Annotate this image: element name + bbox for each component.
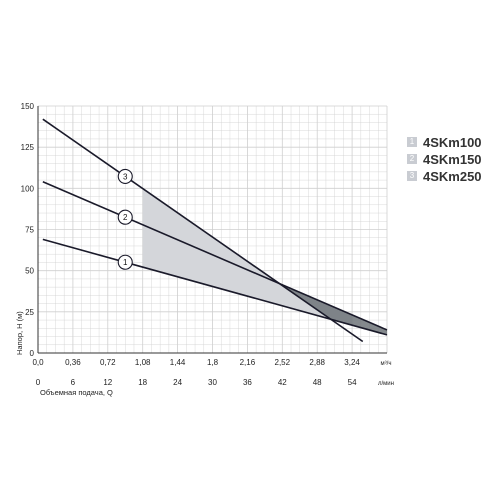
x-bottom-tick-label: 42 (278, 378, 287, 387)
series-marker-3 (117, 168, 133, 184)
x-bottom-tick-label: 36 (243, 378, 252, 387)
x-top-tick-label: 0,72 (100, 358, 116, 367)
x-bottom-tick-label: 30 (208, 378, 217, 387)
series-marker-label-2: 2 (123, 213, 128, 222)
y-tick-label: 150 (21, 102, 35, 111)
series-marker-label-3: 3 (123, 172, 128, 181)
x-top-tick-label: 2,88 (309, 358, 325, 367)
axes: 0 25 50 75 100 125 150 0,0 0,36 0,72 1,08 1,44 1,8 2,… (21, 102, 387, 387)
y-tick-label: 125 (21, 143, 35, 152)
legend-item-2: 2 4SKm150 (407, 151, 482, 167)
series-line-3 (42, 118, 364, 343)
x-top-tick-label: 1,44 (170, 358, 186, 367)
legend-number-box: 1 (407, 137, 417, 147)
legend-number-box: 3 (407, 171, 417, 181)
legend-item-1: 1 4SKm100 (407, 134, 482, 150)
overload-region (280, 284, 387, 335)
legend-number-box: 2 (407, 154, 417, 164)
series-line-2 (42, 181, 388, 331)
x-top-unit: м³/ч (381, 361, 392, 367)
series-marker-label-1: 1 (123, 258, 128, 267)
y-tick-label: 75 (25, 226, 34, 235)
legend-label: 4SKm250 (423, 168, 482, 184)
legend-item-3: 3 4SKm250 (407, 168, 482, 184)
y-tick-label: 50 (25, 267, 34, 276)
x-top-tick-label: 2,16 (240, 358, 256, 367)
series-marker-1 (117, 254, 133, 270)
x-top-tick-label: 3,24 (344, 358, 360, 367)
x-bottom-tick-label: 0 (36, 378, 41, 387)
x-top-tick-label: 1,8 (207, 358, 219, 367)
legend-label: 4SKm100 (423, 134, 482, 150)
legend: 1 4SKm100 2 4SKm150 3 4SKm250 (407, 134, 482, 185)
series-marker-2 (117, 209, 133, 225)
x-bottom-tick-label: 48 (313, 378, 322, 387)
series-lines: 1 2 3 (42, 118, 388, 343)
x-bottom-tick-label: 54 (348, 378, 357, 387)
x-bottom-tick-label: 12 (103, 378, 112, 387)
x-top-tick-label: 1,08 (135, 358, 151, 367)
y-axis-label: Напор, H (м) (15, 311, 24, 355)
x-bottom-tick-label: 18 (138, 378, 147, 387)
x-bottom-tick-label: 24 (173, 378, 182, 387)
x-axis-label: Объемная подача, Q (40, 388, 113, 397)
x-top-tick-label: 0,36 (65, 358, 81, 367)
legend-label: 4SKm150 (423, 151, 482, 167)
y-tick-label: 25 (25, 308, 34, 317)
x-bottom-unit: л/мин (378, 381, 394, 387)
x-bottom-tick-label: 6 (71, 378, 76, 387)
y-tick-label: 0 (30, 349, 35, 358)
x-top-tick-label: 0,0 (32, 358, 44, 367)
y-tick-label: 100 (21, 184, 35, 193)
x-top-tick-label: 2,52 (275, 358, 291, 367)
shaded-regions (142, 188, 387, 335)
